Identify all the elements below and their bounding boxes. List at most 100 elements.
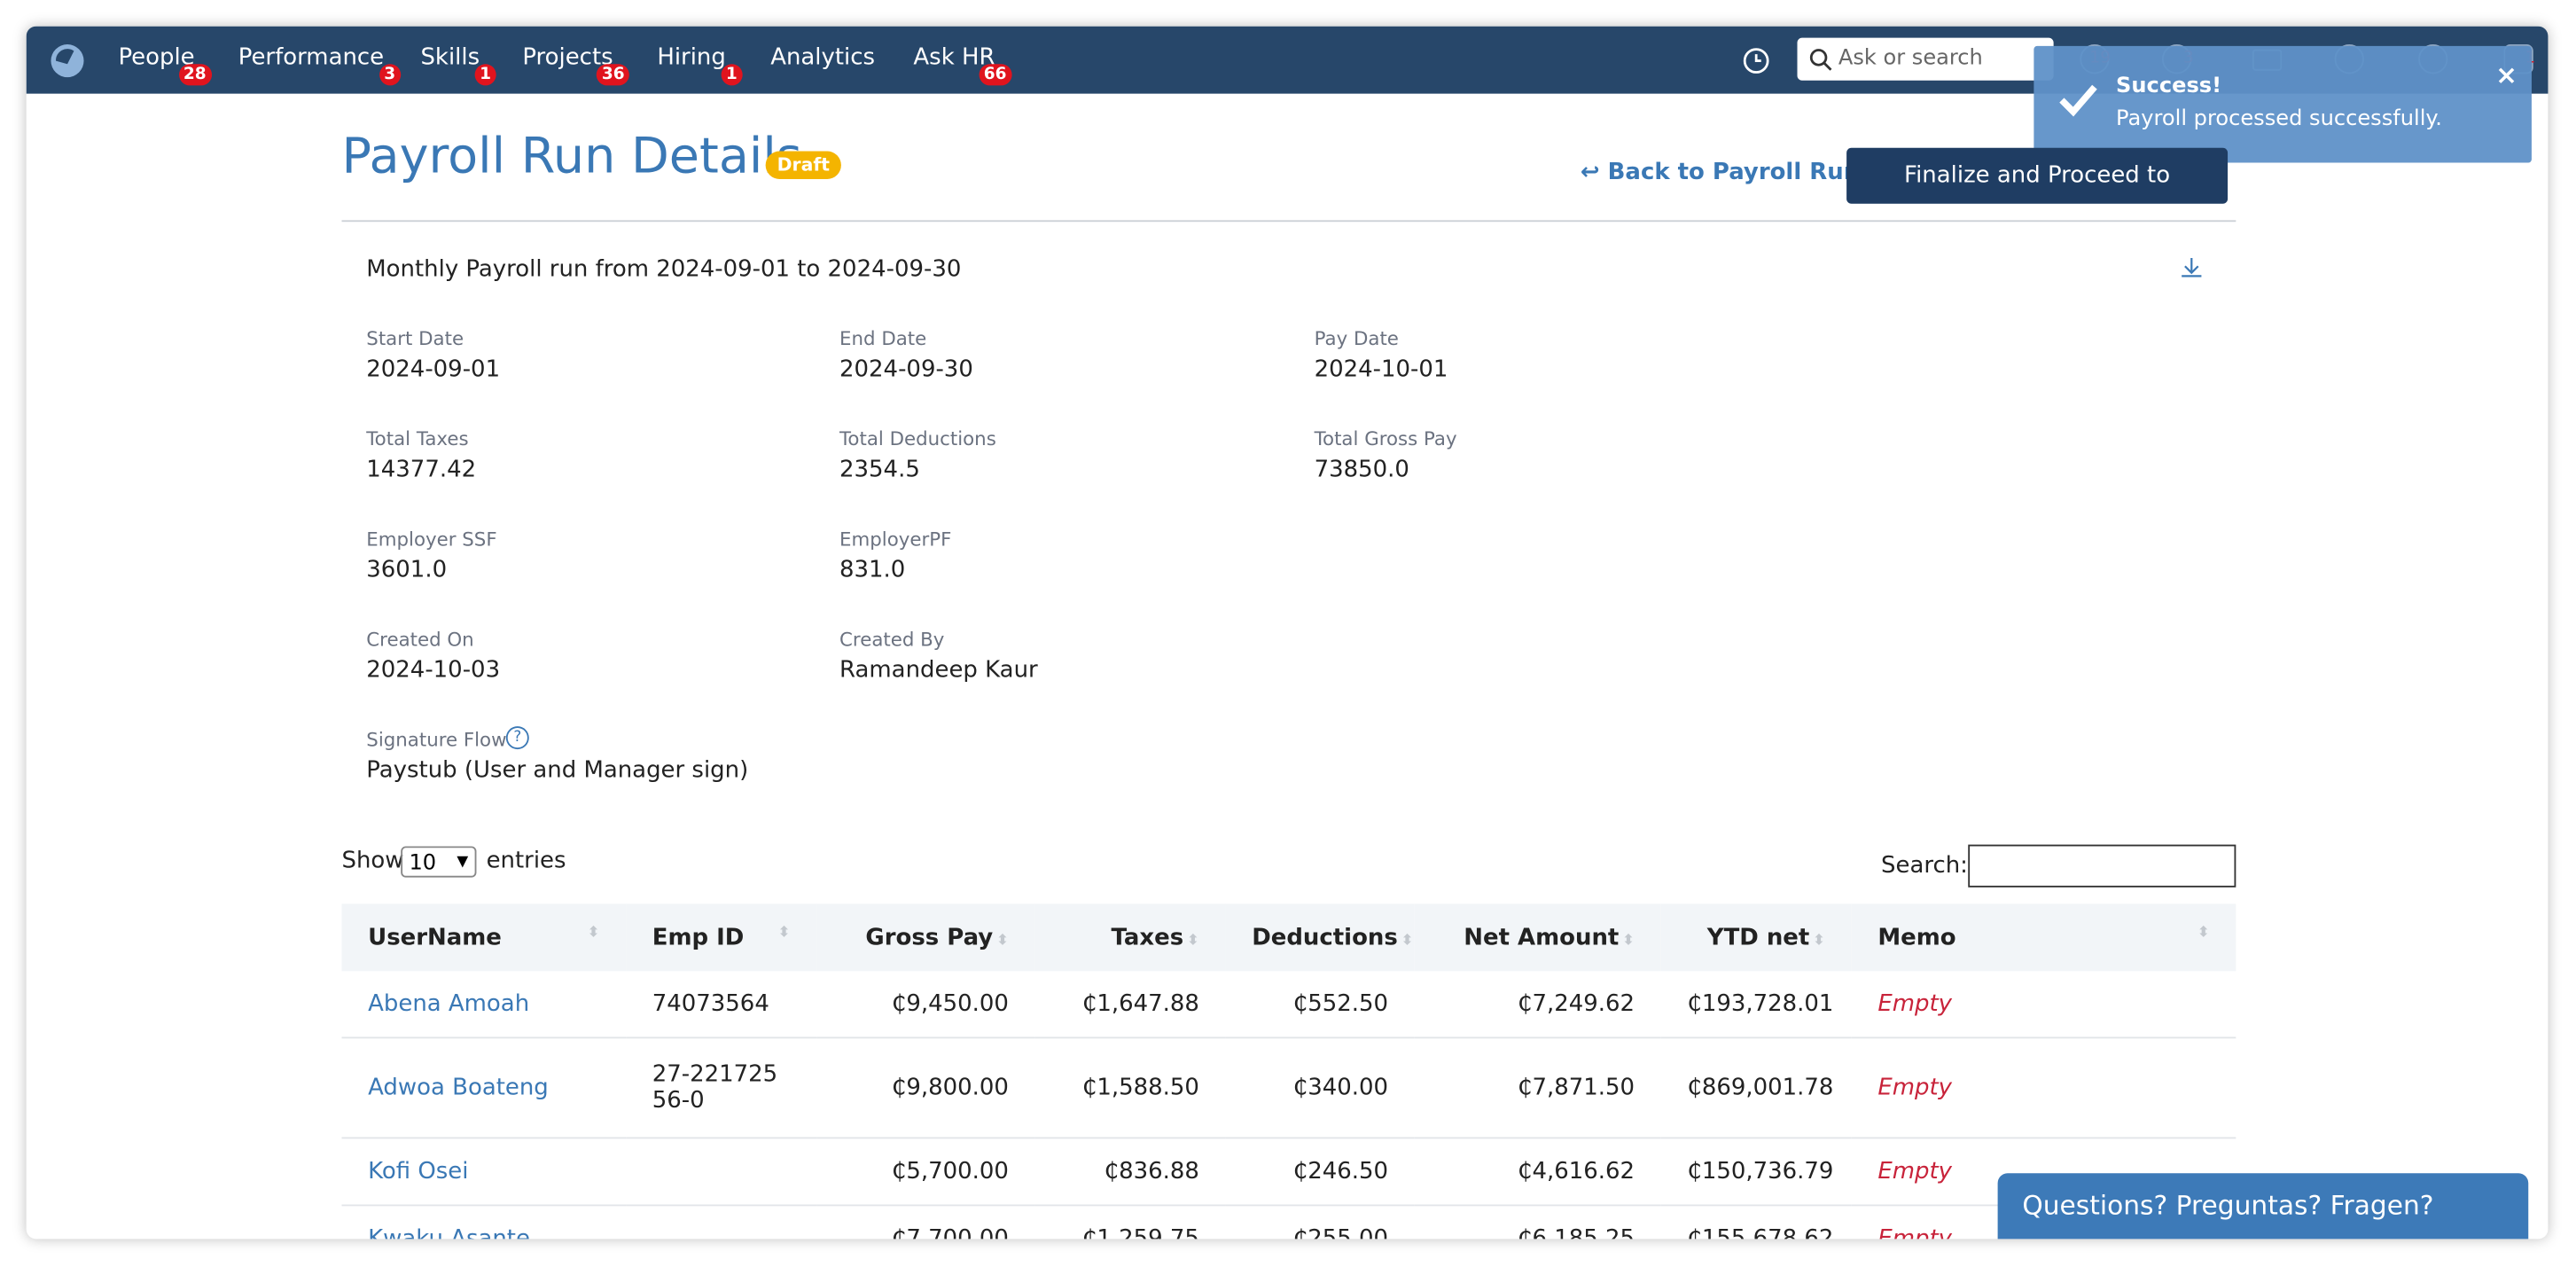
back-link[interactable]: ↩ Back to Payroll Runs: [1580, 159, 1874, 186]
column-label[interactable]: Deductions: [1252, 924, 1398, 951]
nav-badge: 1: [721, 64, 743, 86]
clock-icon[interactable]: [1741, 44, 1770, 74]
column-label[interactable]: UserName: [368, 924, 502, 951]
sort-icon[interactable]: ⬍: [1813, 932, 1826, 950]
cell: ₵193,728.01: [1660, 971, 1852, 1039]
field-label: Start Date: [366, 326, 464, 350]
nav-label[interactable]: Hiring: [657, 44, 726, 71]
sort-icon[interactable]: ⬍: [1622, 932, 1635, 950]
column-label[interactable]: Net Amount: [1464, 924, 1620, 951]
nav-label[interactable]: Analytics: [770, 44, 876, 71]
cell: ₵4,616.62: [1414, 1138, 1661, 1207]
sort-icon[interactable]: ⬍: [1401, 932, 1414, 950]
nav-label[interactable]: Skills: [420, 44, 480, 71]
field-value: Paystub (User and Manager sign): [366, 757, 749, 785]
table-row: Abena Amoah 74073564 ₵9,450.00 ₵1,647.88 ₵55…: [341, 971, 2236, 1039]
download-icon[interactable]: [2178, 254, 2205, 281]
column-header[interactable]: UserName ⬍: [341, 903, 627, 972]
field-value: 73850.0: [1314, 457, 1409, 483]
cell: [626, 1138, 817, 1207]
field-value: 2354.5: [839, 457, 920, 483]
table-body: Abena Amoah 74073564 ₵9,450.00 ₵1,647.88 ₵55…: [341, 971, 2236, 1240]
toast-close[interactable]: ×: [2495, 59, 2518, 90]
nav-item[interactable]: Analytics: [770, 44, 875, 71]
column-label[interactable]: Memo: [1877, 924, 1956, 951]
cell: ₵246.50: [1225, 1138, 1415, 1207]
field-label: EmployerPF: [839, 527, 952, 551]
cell: 27-22172556-0: [626, 1037, 817, 1139]
check-icon: [2059, 84, 2097, 117]
cell: ₵155,678.62: [1660, 1205, 1852, 1240]
cell: ₵6,185.25: [1414, 1205, 1661, 1240]
page-length[interactable]: 10: [409, 851, 437, 876]
cell: ₵7,700.00: [816, 1205, 1035, 1240]
column-header[interactable]: Taxes ⬍: [1034, 903, 1226, 972]
toast-title: Success!: [2116, 74, 2222, 99]
cell: ₵7,871.50: [1414, 1037, 1661, 1139]
field-label: Total Taxes: [366, 426, 469, 450]
nav-item[interactable]: Skills 1: [420, 44, 496, 86]
nav-item[interactable]: People 28: [118, 44, 212, 86]
cell: ₵340.00: [1225, 1037, 1415, 1139]
payroll-table: UserName ⬍ Emp ID ⬍ Gross Pay ⬍ Taxes ⬍ Deductio…: [341, 903, 2236, 1240]
cell: [626, 1205, 817, 1240]
field-value: 3601.0: [366, 557, 448, 583]
search-box[interactable]: Ask or search: [1797, 37, 2054, 81]
page-length-select[interactable]: 10 ▼: [401, 846, 477, 878]
sort-icon[interactable]: ⬍: [587, 924, 600, 942]
column-header[interactable]: Gross Pay ⬍: [816, 903, 1035, 972]
column-header[interactable]: Deductions ⬍: [1225, 903, 1415, 972]
user-name[interactable]: Kofi Osei: [341, 1138, 627, 1207]
field-label: End Date: [839, 326, 927, 350]
nav-badge: 36: [597, 64, 630, 86]
cell: ₵9,800.00: [816, 1037, 1035, 1139]
user-name[interactable]: Kwaku Asante: [341, 1205, 627, 1240]
table-search-input[interactable]: [1968, 844, 2236, 888]
field-label: Total Gross Pay: [1314, 426, 1457, 450]
finalize-button[interactable]: Finalize and Proceed to Signature: [1846, 147, 2229, 245]
column-label[interactable]: Taxes: [1111, 924, 1184, 951]
sort-icon[interactable]: ⬍: [1186, 932, 1199, 950]
chat-widget[interactable]: Questions? Preguntas? Fragen?: [1997, 1173, 2529, 1240]
success-toast: Success! Payroll processed successfully.…: [2033, 45, 2532, 163]
column-header[interactable]: Emp ID ⬍: [626, 903, 817, 972]
back-link-text[interactable]: Back to Payroll Runs: [1607, 159, 1874, 186]
cell: ₵1,259.75: [1034, 1205, 1226, 1240]
nav-badge: 66: [979, 64, 1012, 86]
field-label: Created On: [366, 627, 474, 651]
field-value: Ramandeep Kaur: [839, 657, 1038, 684]
nav-label[interactable]: Performance: [238, 44, 385, 71]
nav-badge: 3: [379, 64, 401, 86]
sort-icon[interactable]: ⬍: [777, 924, 791, 942]
user-name[interactable]: Abena Amoah: [341, 971, 627, 1039]
column-label[interactable]: Emp ID: [652, 924, 745, 951]
nav-item[interactable]: Ask HR 66: [913, 44, 1012, 86]
help-icon[interactable]: ?: [505, 726, 529, 750]
field-label: Pay Date: [1314, 326, 1399, 350]
sort-icon[interactable]: ⬍: [2197, 924, 2210, 942]
app-window: People 28 Performance 3 Skills 1 Projects 36 Hir…: [26, 26, 2549, 1240]
cell: ₵1,588.50: [1034, 1037, 1226, 1139]
nav-item[interactable]: Hiring 1: [657, 44, 743, 86]
cell: ₵150,736.79: [1660, 1138, 1852, 1207]
nav-badge: 28: [178, 64, 212, 86]
column-header[interactable]: Memo ⬍: [1851, 903, 2236, 972]
status-badge: Draft: [765, 151, 841, 180]
nav-label[interactable]: Projects: [522, 44, 613, 71]
column-label[interactable]: YTD net: [1706, 924, 1810, 951]
cell: ₵836.88: [1034, 1138, 1226, 1207]
user-name[interactable]: Adwoa Boateng: [341, 1037, 627, 1139]
column-header[interactable]: YTD net ⬍: [1660, 903, 1852, 972]
field-value: 2024-09-01: [366, 356, 501, 383]
logo[interactable]: [50, 43, 86, 79]
nav-item[interactable]: Performance 3: [238, 44, 401, 86]
column-label[interactable]: Gross Pay: [865, 924, 994, 951]
entries-label: entries: [486, 848, 566, 874]
show-label: Show: [341, 848, 404, 874]
sort-icon[interactable]: ⬍: [995, 932, 1009, 950]
nav-item[interactable]: Projects 36: [522, 44, 630, 86]
field-value: 2024-10-03: [366, 657, 501, 684]
column-header[interactable]: Net Amount ⬍: [1414, 903, 1661, 972]
